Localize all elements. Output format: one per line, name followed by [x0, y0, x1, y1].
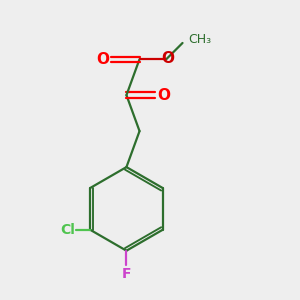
Text: O: O	[161, 51, 174, 66]
Text: Cl: Cl	[60, 223, 75, 237]
Text: CH₃: CH₃	[188, 33, 211, 46]
Text: F: F	[122, 267, 131, 281]
Text: O: O	[157, 88, 170, 103]
Text: O: O	[96, 52, 109, 67]
